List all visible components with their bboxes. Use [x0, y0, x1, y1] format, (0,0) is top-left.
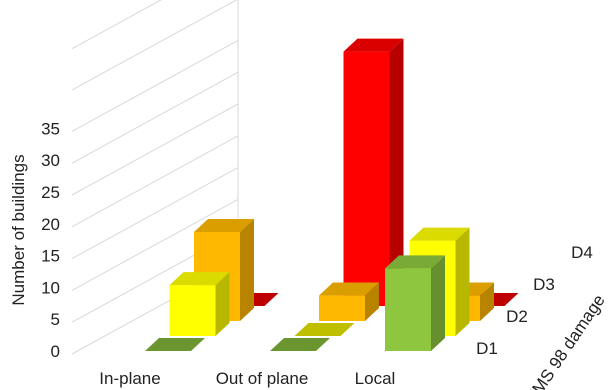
y-tick-label: 20: [41, 215, 60, 234]
bar-D3-out-of-plane: [319, 282, 379, 321]
gridline: [71, 103, 239, 196]
bar-D1-local: [385, 255, 445, 351]
y-tick-labels: 0 5 10 15 20 25 30 35: [41, 119, 60, 361]
y-tick-label: 30: [41, 151, 60, 170]
gridline: [71, 71, 239, 164]
bar-D1-out-of-plane: [270, 338, 330, 351]
gridlines: [71, 0, 239, 355]
y-tick-label: 5: [51, 310, 60, 329]
gridline: [71, 0, 238, 91]
category-label: Out of plane: [216, 369, 309, 388]
gridline: [71, 167, 239, 260]
y-tick-label: 15: [41, 247, 60, 266]
bar-D4-out-of-plane: [343, 38, 404, 306]
category-labels: In-plane Out of plane Local: [99, 369, 395, 388]
gridline: [71, 0, 162, 50]
series-label: D3: [533, 275, 555, 294]
bars: [145, 38, 519, 351]
y-tick-label: 35: [41, 119, 60, 138]
category-label: In-plane: [99, 369, 160, 388]
depth-labels: D1 D2 D3 D4: [476, 243, 593, 358]
series-label: D4: [571, 243, 593, 262]
bar-D2-in-plane: [169, 272, 230, 336]
series-label: D2: [506, 307, 528, 326]
category-label: Local: [355, 369, 396, 388]
bar-D2-out-of-plane: [294, 323, 355, 336]
gridline: [71, 135, 239, 228]
y-axis-label: Number of buildings: [9, 154, 28, 305]
z-axis-label: EMS 98 damage: [522, 291, 609, 390]
series-label: D1: [476, 339, 498, 358]
gridline: [71, 39, 239, 132]
y-tick-label: 25: [41, 183, 60, 202]
bar-D1-in-plane: [145, 338, 205, 351]
y-tick-label: 10: [41, 278, 60, 297]
gridline: [71, 198, 239, 291]
y-tick-label: 0: [51, 342, 60, 361]
